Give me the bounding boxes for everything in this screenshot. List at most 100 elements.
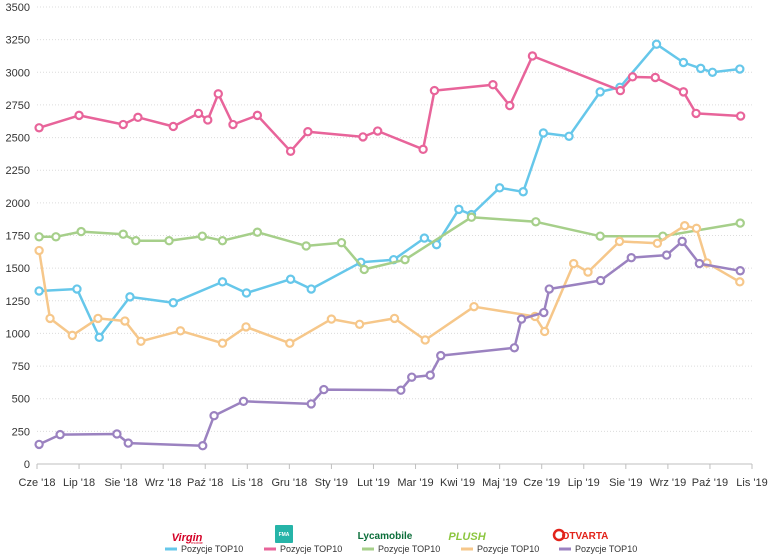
data-point <box>252 110 263 121</box>
data-point <box>241 322 251 332</box>
data-point <box>34 439 44 450</box>
series-lycamobile <box>34 212 745 275</box>
data-point <box>175 326 186 336</box>
legend-label: Pozycje TOP10 <box>575 544 637 554</box>
brand-logo: OTVARTA <box>552 528 608 542</box>
data-point <box>544 284 554 294</box>
y-tick-label: 1000 <box>6 328 30 340</box>
data-point <box>627 72 638 82</box>
plush-logo: PLUSH <box>448 531 486 543</box>
y-tick-label: 250 <box>12 426 30 438</box>
data-point <box>303 126 313 137</box>
y-tick-label: 500 <box>12 394 30 406</box>
virgin-logo-sub: mobile <box>191 540 204 545</box>
y-tick-label: 0 <box>24 459 30 471</box>
data-point <box>396 385 406 395</box>
data-point <box>285 338 295 348</box>
data-point <box>466 212 477 222</box>
data-point <box>213 89 223 99</box>
data-point <box>123 438 133 448</box>
x-tick-label: Cze '18 <box>19 477 56 489</box>
data-point <box>168 121 178 132</box>
y-tick-label: 1250 <box>6 296 30 308</box>
data-point <box>389 313 400 324</box>
data-point <box>407 372 417 382</box>
data-point <box>203 115 213 125</box>
data-point <box>400 254 410 265</box>
y-tick-label: 3500 <box>6 2 30 14</box>
data-point <box>241 288 252 298</box>
data-point <box>539 326 550 337</box>
series-line <box>39 215 741 271</box>
data-point <box>418 144 428 155</box>
x-tick-label: Sie '19 <box>609 477 642 489</box>
data-point <box>677 236 687 247</box>
data-point <box>595 87 605 97</box>
data-point <box>454 204 464 215</box>
data-point <box>518 187 528 197</box>
data-point <box>538 128 549 138</box>
data-point <box>595 275 606 286</box>
data-point <box>735 64 745 74</box>
data-point <box>125 292 135 302</box>
data-point <box>336 237 347 248</box>
data-point <box>301 241 311 251</box>
data-point <box>118 119 128 130</box>
data-point <box>615 85 626 96</box>
fma-logo <box>275 525 293 543</box>
x-tick-label: Lut '19 <box>357 477 390 489</box>
data-point <box>217 277 228 287</box>
x-tick-label: Wrz '18 <box>145 477 182 489</box>
data-point <box>94 332 104 343</box>
x-tick-label: Mar '19 <box>397 477 433 489</box>
data-point <box>306 284 316 294</box>
data-point <box>420 335 430 345</box>
data-point <box>650 72 660 83</box>
data-point <box>55 429 65 440</box>
data-point <box>45 313 55 324</box>
data-point <box>695 63 706 74</box>
x-tick-label: Lip '18 <box>63 477 95 489</box>
data-point <box>197 231 207 241</box>
data-point <box>193 108 204 119</box>
data-point <box>306 399 316 409</box>
data-point <box>661 250 672 260</box>
data-point <box>707 67 718 77</box>
data-point <box>238 396 249 407</box>
data-point <box>34 232 44 242</box>
data-point <box>429 85 440 96</box>
y-tick-label: 1750 <box>6 231 30 243</box>
axes: 0 250 500 750 1000 1250 1500 1750 2000 2250 2500 27… <box>6 2 768 489</box>
series-line <box>37 224 741 345</box>
data-point <box>34 123 44 133</box>
series-plush <box>34 221 745 348</box>
gridlines <box>37 6 752 432</box>
data-point <box>285 274 296 284</box>
data-point <box>228 119 238 130</box>
data-point <box>691 108 701 119</box>
x-tick-label: Sty '19 <box>315 477 348 489</box>
x-tick-label: Maj '19 <box>482 477 517 489</box>
data-point <box>93 313 103 324</box>
data-point <box>626 252 636 263</box>
data-point <box>678 87 689 97</box>
y-tick-label: 1500 <box>6 263 30 275</box>
otvarta-logo-mark <box>552 528 566 542</box>
x-tick-label: Lis '19 <box>736 477 767 489</box>
y-tick-label: 2250 <box>6 165 30 177</box>
y-tick-label: 3250 <box>6 35 30 47</box>
x-tick-label: Sie '18 <box>104 477 137 489</box>
legend-label: Pozycje TOP10 <box>378 544 440 554</box>
data-point <box>652 238 663 249</box>
data-point <box>217 236 228 246</box>
data-point <box>34 286 44 296</box>
x-tick-label: Kwi '19 <box>440 477 475 489</box>
data-point <box>358 132 368 142</box>
data-point <box>425 370 435 380</box>
x-tick-label: Paź '19 <box>692 477 728 489</box>
data-point <box>735 277 745 287</box>
data-point <box>527 51 538 61</box>
